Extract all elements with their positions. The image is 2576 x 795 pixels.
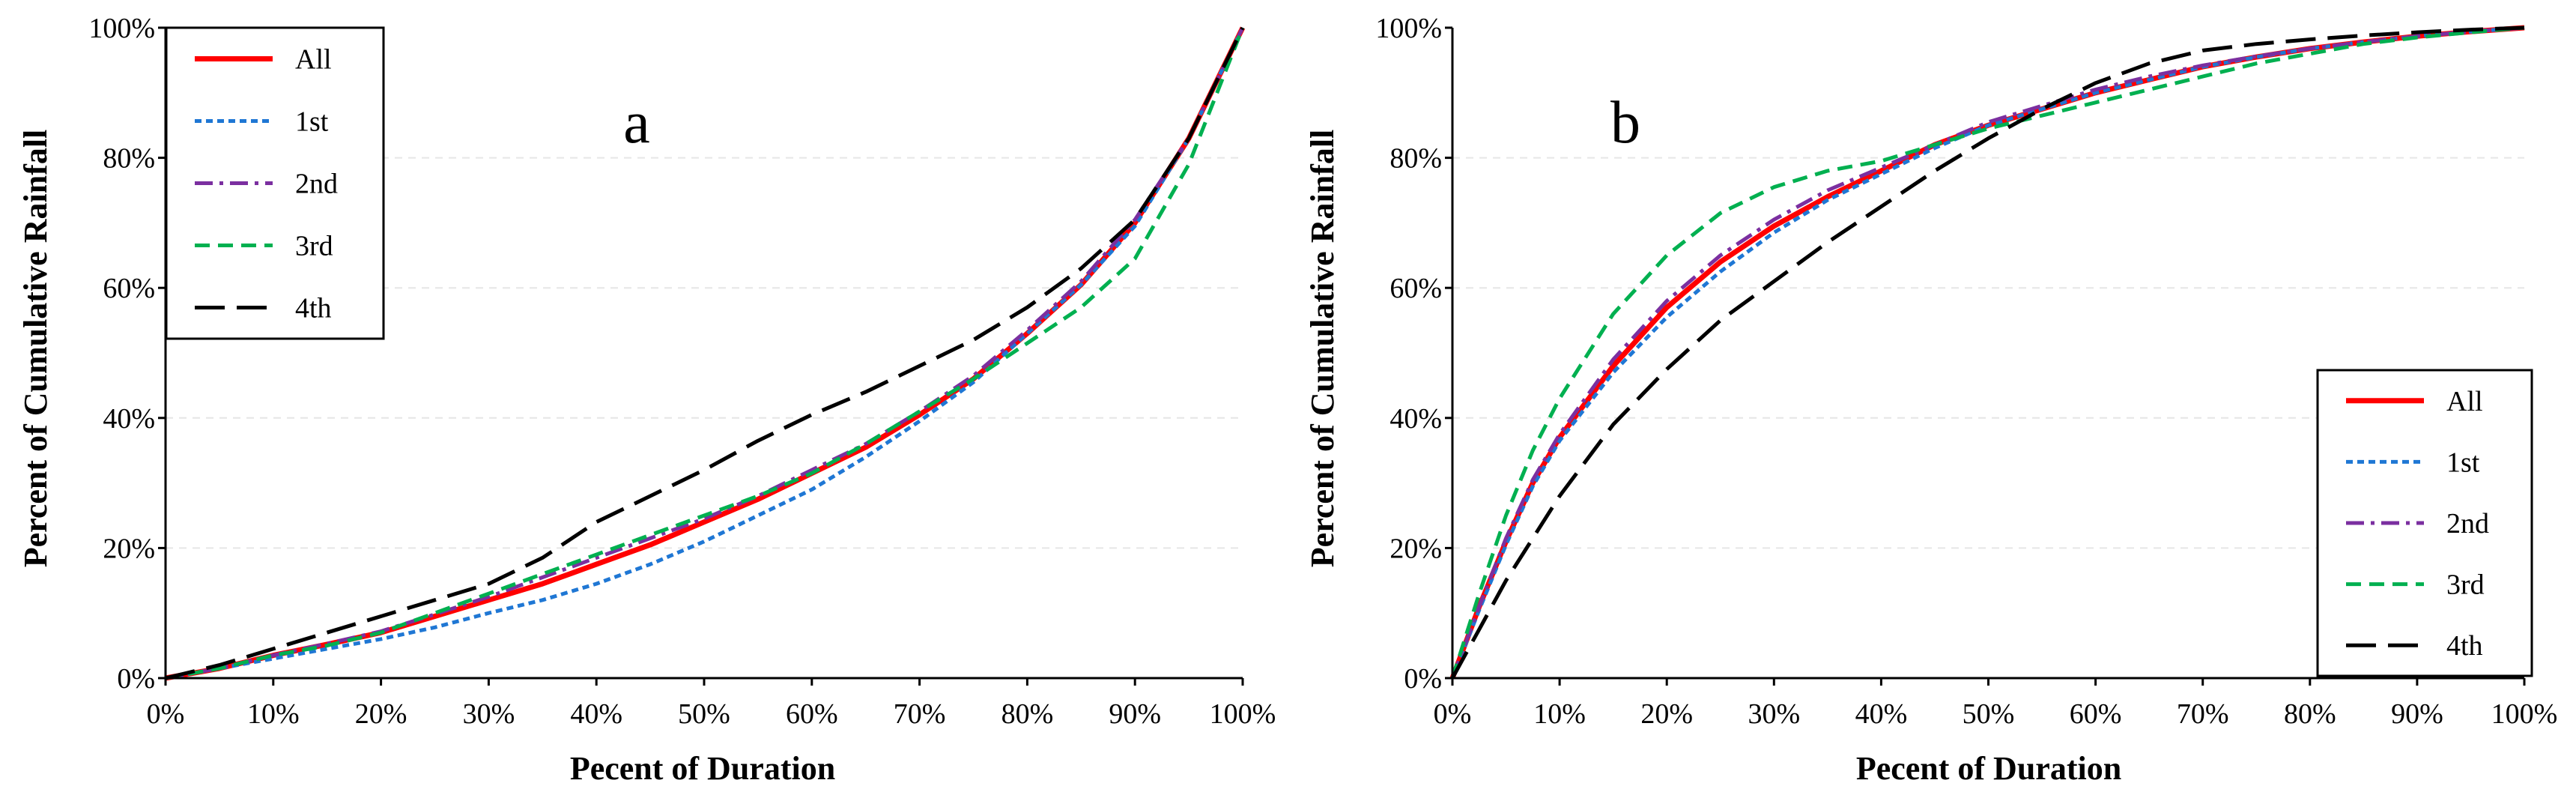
panel-b-x-tick-label: 80% bbox=[2284, 698, 2336, 730]
panel-a-x-tick-label: 70% bbox=[894, 698, 946, 730]
panel-a-legend-label-2nd: 2nd bbox=[295, 169, 338, 200]
panel-a-x-tick-label: 50% bbox=[678, 698, 730, 730]
panel-b-legend-label-all: All bbox=[2446, 386, 2483, 417]
panel-a-x-tick-label: 30% bbox=[463, 698, 515, 730]
panel-b-x-tick-label: 30% bbox=[1748, 698, 1800, 730]
panel-b-x-tick-label: 20% bbox=[1640, 698, 1693, 730]
panel-a-x-tick-label: 60% bbox=[786, 698, 838, 730]
panel-b-tag: b bbox=[1610, 90, 1640, 156]
panel-b-x-tick-label: 50% bbox=[1963, 698, 2015, 730]
panel-a-x-tick-label: 100% bbox=[1210, 698, 1276, 730]
panel-a: 0% 20% 40% 60% 80% 100% 0% 10% 20% 30% 40% 50% 60% 70… bbox=[17, 13, 1276, 787]
panel-b-y-tick-label: 20% bbox=[1389, 533, 1442, 564]
panel-a-series-4th bbox=[165, 26, 1245, 680]
panel-a-x-tick-label: 90% bbox=[1109, 698, 1161, 730]
panel-b: 0% 20% 40% 60% 80% 100% 0% 10% 20% 30% 40% 50% 60% 70… bbox=[1304, 13, 2557, 787]
panel-a-legend-label-1st: 1st bbox=[295, 106, 329, 138]
panel-b-legend-label-4th: 4th bbox=[2446, 630, 2483, 662]
panel-b-series-1st bbox=[1450, 25, 2525, 679]
panel-b-legend-label-3rd: 3rd bbox=[2446, 569, 2485, 601]
panel-b-series bbox=[1449, 25, 2525, 680]
panel-a-legend: All 1st 2nd 3rd 4th bbox=[165, 26, 385, 340]
panel-b-x-tick-label: 90% bbox=[2391, 698, 2443, 730]
panel-b-y-tick-label: 60% bbox=[1389, 273, 1442, 304]
panel-a-ticks: 0% 20% 40% 60% 80% 100% 0% 10% 20% 30% 40% 50% 60% 70… bbox=[88, 13, 1276, 730]
panel-a-series bbox=[165, 26, 1246, 681]
panel-a-series-1st bbox=[165, 26, 1245, 680]
panel-b-x-tick-label: 40% bbox=[1855, 698, 1908, 730]
panel-a-tag: a bbox=[623, 90, 650, 156]
panel-a-y-tick-label: 60% bbox=[103, 273, 155, 304]
panel-a-y-tick-label: 20% bbox=[103, 533, 155, 564]
panel-a-series-2nd bbox=[165, 26, 1245, 680]
panel-a-legend-label-4th: 4th bbox=[295, 293, 332, 324]
panel-a-y-axis-label: Percent of Cumulative Rainfall bbox=[17, 130, 54, 568]
panel-b-series-3rd bbox=[1450, 25, 2525, 679]
panel-b-x-tick-label: 70% bbox=[2177, 698, 2229, 730]
panel-a-x-axis-label: Pecent of Duration bbox=[570, 750, 835, 787]
panel-b-series-4th bbox=[1450, 25, 2525, 680]
panel-b-y-tick-label: 100% bbox=[1375, 13, 1442, 44]
panel-a-series-3rd bbox=[165, 27, 1245, 680]
panel-a-x-tick-label: 40% bbox=[570, 698, 622, 730]
panel-b-y-tick-label: 40% bbox=[1389, 403, 1442, 435]
panel-b-legend-label-2nd: 2nd bbox=[2446, 508, 2489, 539]
panel-a-y-tick-label: 100% bbox=[88, 13, 155, 44]
panel-b-y-tick-label: 80% bbox=[1389, 143, 1442, 175]
panel-a-x-tick-label: 80% bbox=[1001, 698, 1054, 730]
panel-b-y-axis-label: Percent of Cumulative Rainfall bbox=[1304, 130, 1341, 568]
panel-a-legend-label-3rd: 3rd bbox=[295, 231, 333, 262]
panel-b-x-tick-label: 100% bbox=[2491, 698, 2558, 730]
panel-a-y-tick-label: 80% bbox=[103, 143, 155, 175]
panel-a-x-tick-label: 20% bbox=[355, 698, 407, 730]
panel-b-legend-label-1st: 1st bbox=[2446, 447, 2480, 478]
panel-b-x-tick-label: 0% bbox=[1434, 698, 1472, 730]
panel-a-x-tick-label: 10% bbox=[247, 698, 300, 730]
panel-a-x-tick-label: 0% bbox=[147, 698, 185, 730]
panel-b-x-axis-label: Pecent of Duration bbox=[1856, 750, 2121, 787]
panel-b-y-tick-label: 0% bbox=[1404, 663, 1442, 695]
panel-b-legend: All 1st 2nd 3rd 4th bbox=[2316, 369, 2533, 677]
panel-a-y-tick-label: 0% bbox=[117, 663, 155, 695]
panel-b-x-tick-label: 10% bbox=[1533, 698, 1586, 730]
panel-a-legend-label-all: All bbox=[295, 44, 332, 76]
panel-b-x-tick-label: 60% bbox=[2070, 698, 2122, 730]
panel-a-y-tick-label: 40% bbox=[103, 403, 155, 435]
panel-b-ticks: 0% 20% 40% 60% 80% 100% 0% 10% 20% 30% 40% 50% 60% 70… bbox=[1375, 13, 2557, 730]
